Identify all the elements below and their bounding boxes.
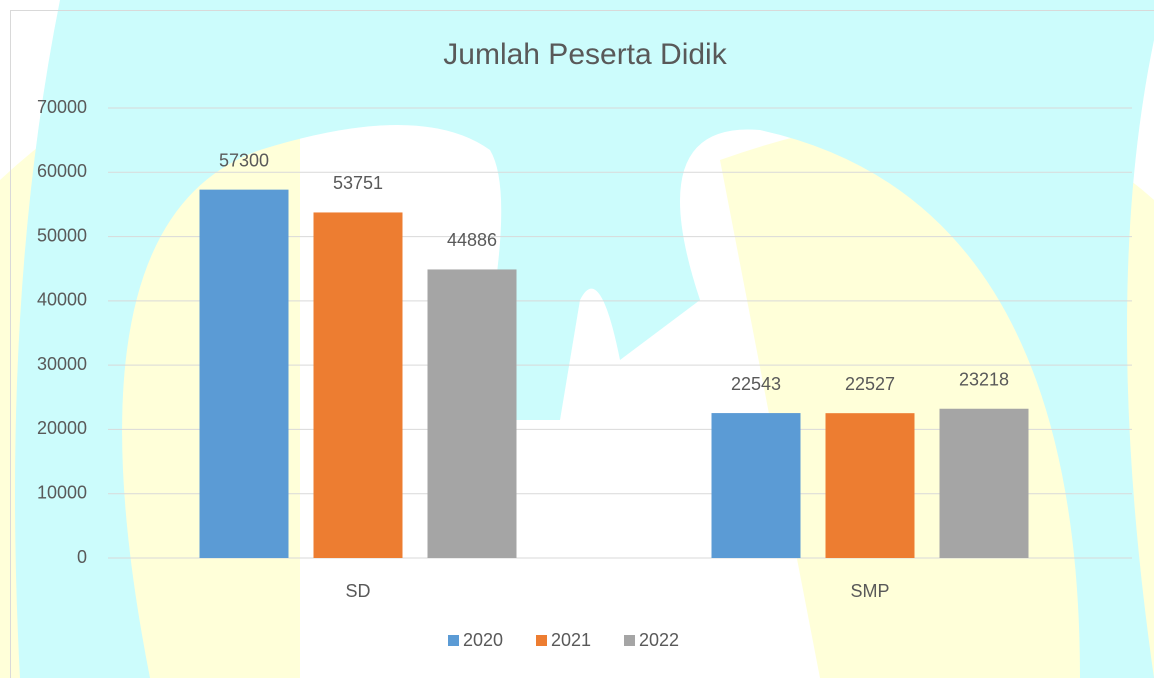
chart-title: Jumlah Peserta Didik <box>443 38 727 71</box>
y-tick-label: 0 <box>77 547 87 567</box>
bar <box>711 413 801 558</box>
bar <box>313 212 403 558</box>
bar <box>825 413 915 558</box>
chart-border <box>10 10 1154 678</box>
data-label: 22527 <box>845 374 895 394</box>
data-label: 23218 <box>959 369 1009 389</box>
y-tick-label: 60000 <box>37 161 87 181</box>
y-tick-label: 50000 <box>37 225 87 245</box>
y-tick-label: 20000 <box>37 418 87 438</box>
data-label: 44886 <box>447 230 497 250</box>
legend-label: 2020 <box>463 630 503 650</box>
y-tick-label: 30000 <box>37 354 87 374</box>
data-label: 22543 <box>731 374 781 394</box>
legend-swatch <box>448 635 459 646</box>
legend-label: 2021 <box>551 630 591 650</box>
legend-swatch <box>624 635 635 646</box>
bar <box>427 269 517 558</box>
x-tick-label: SMP <box>850 581 889 601</box>
legend-label: 2022 <box>639 630 679 650</box>
bar <box>199 189 289 558</box>
legend-swatch <box>536 635 547 646</box>
watermark-cyan <box>15 0 1154 678</box>
y-tick-label: 70000 <box>37 97 87 117</box>
bar <box>939 408 1029 558</box>
data-label: 53751 <box>333 173 383 193</box>
x-tick-label: SD <box>345 581 370 601</box>
data-label: 57300 <box>219 150 269 170</box>
y-tick-label: 40000 <box>37 290 87 310</box>
y-tick-label: 10000 <box>37 482 87 502</box>
